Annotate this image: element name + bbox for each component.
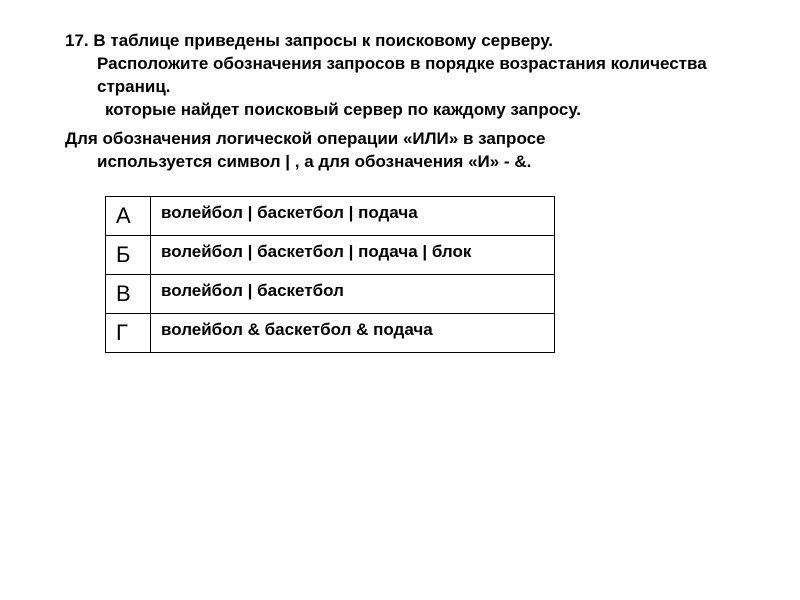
note-text: Для обозначения логической операции «ИЛИ…: [45, 128, 755, 174]
row-letter: В: [106, 274, 151, 313]
row-query: волейбол | баскетбол: [151, 274, 555, 313]
table-row: А волейбол | баскетбол | подача: [106, 196, 555, 235]
question-line-3: которые найдет поисковый сервер по каждо…: [45, 99, 755, 122]
table-row: Б волейбол | баскетбол | подача | блок: [106, 235, 555, 274]
query-table: А волейбол | баскетбол | подача Б волейб…: [105, 196, 555, 353]
question-text: 17. В таблице приведены запросы к поиско…: [45, 30, 755, 122]
table-row: В волейбол | баскетбол: [106, 274, 555, 313]
question-line-1: 17. В таблице приведены запросы к поиско…: [45, 30, 755, 53]
row-letter: Б: [106, 235, 151, 274]
note-line-2: используется символ | , а для обозначени…: [45, 151, 755, 174]
question-text-1: В таблице приведены запросы к поисковому…: [93, 31, 553, 50]
row-letter: Г: [106, 313, 151, 352]
row-letter: А: [106, 196, 151, 235]
question-number: 17.: [65, 31, 89, 50]
row-query: волейбол | баскетбол | подача | блок: [151, 235, 555, 274]
row-query: волейбол & баскетбол & подача: [151, 313, 555, 352]
question-line-2: Расположите обозначения запросов в поряд…: [45, 53, 755, 99]
note-line-1: Для обозначения логической операции «ИЛИ…: [45, 128, 755, 151]
table-row: Г волейбол & баскетбол & подача: [106, 313, 555, 352]
row-query: волейбол | баскетбол | подача: [151, 196, 555, 235]
